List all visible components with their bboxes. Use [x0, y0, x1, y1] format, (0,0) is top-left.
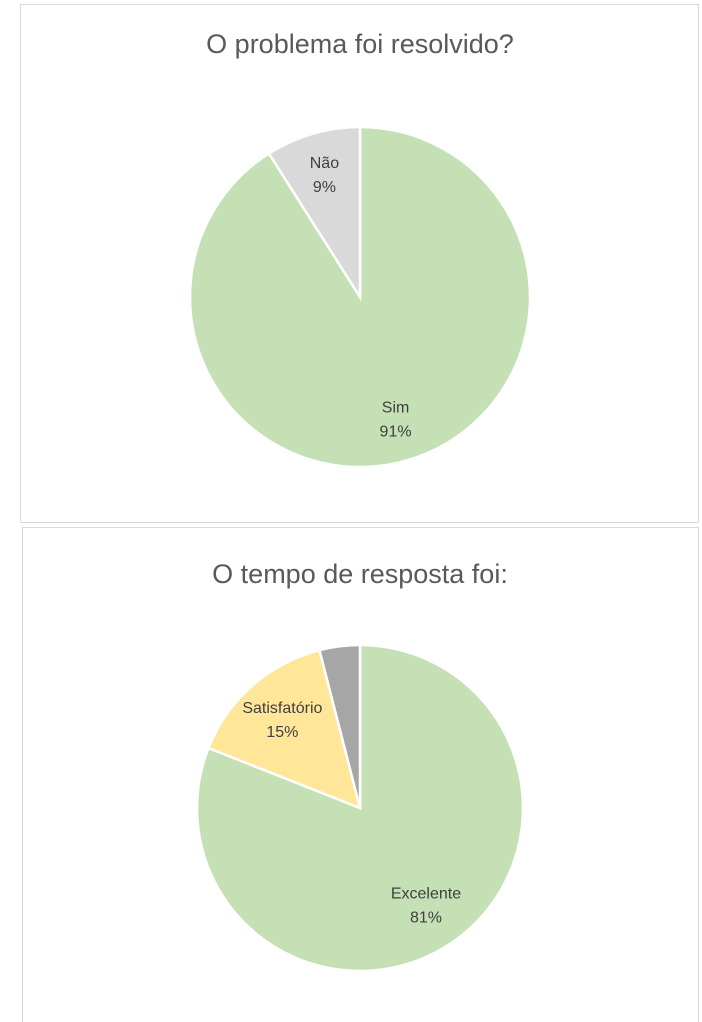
- chart-title: O problema foi resolvido?: [206, 29, 514, 59]
- slice-value-label: 91%: [380, 424, 412, 441]
- slice-label: Não: [310, 155, 339, 172]
- pie-slice: [267, 125, 362, 302]
- pie-slice: [188, 125, 532, 469]
- slice-value-label: 81%: [410, 909, 442, 926]
- slice-label: Sim: [382, 400, 410, 417]
- pie-slice: [317, 643, 362, 809]
- chart-title: O tempo de resposta foi:: [212, 559, 508, 589]
- slice-value-label: 9%: [313, 179, 336, 196]
- slice-value-label: 15%: [266, 724, 298, 741]
- pie-slice: [206, 648, 362, 811]
- slice-label: Satisfatório: [242, 700, 322, 717]
- slice-label: Excelente: [391, 885, 461, 902]
